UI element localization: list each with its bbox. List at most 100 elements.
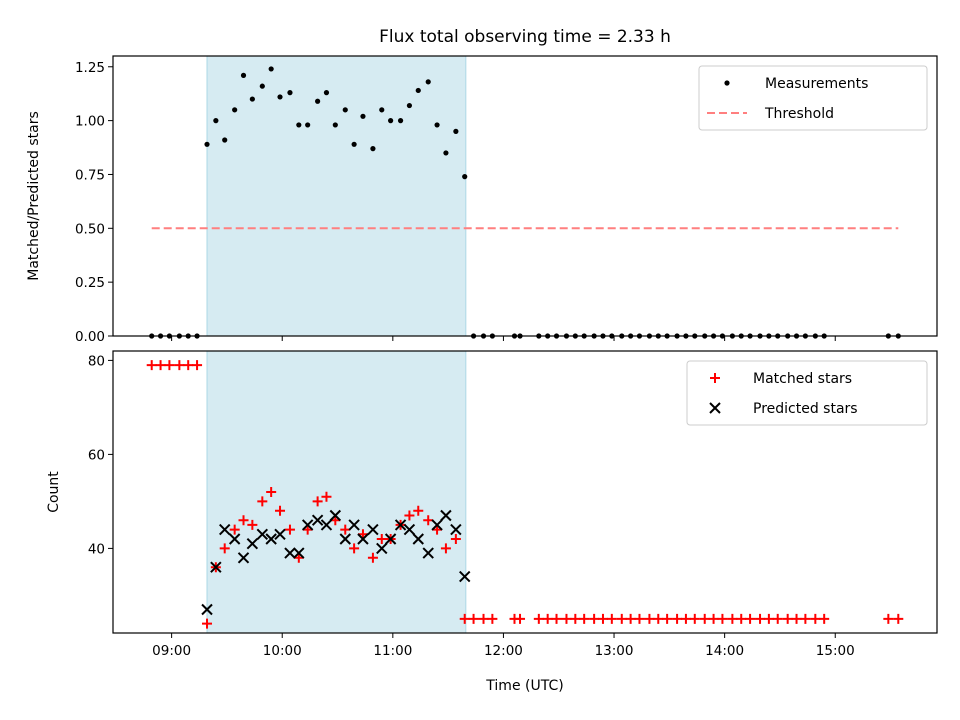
top-shaded-region [207, 56, 466, 336]
top-legend-label-0: Measurements [765, 76, 868, 92]
bottom-series-0-point-44 [570, 613, 581, 624]
bottom-series-1-point-24 [422, 547, 434, 559]
bottom-series-1-point-21 [394, 519, 407, 531]
bottom-series-1-point-25 [431, 519, 443, 531]
bottom-series-0-point-46 [589, 613, 600, 624]
top-series-0-point-21 [342, 107, 348, 113]
bottom-series-0-point-62 [736, 613, 747, 624]
bottom-series-0-point-8 [219, 543, 230, 554]
bottom-series-0-point-70 [810, 613, 821, 624]
bottom-series-1-point-18 [367, 523, 379, 536]
top-series-0-point-12 [259, 83, 265, 89]
bottom-series-0-point-0 [146, 360, 157, 371]
bottom-series-1-point-1 [210, 561, 222, 573]
bottom-legend-marker-1 [709, 402, 721, 414]
bottom-x-tick-label-2: 11:00 [373, 643, 412, 659]
top-series-0-point-8 [222, 137, 228, 143]
bottom-series-0-point-64 [755, 613, 766, 624]
bottom-series-1-point-16 [348, 519, 360, 531]
top-series-0-point-17 [305, 122, 311, 128]
bottom-series-1-point-20 [384, 533, 397, 545]
bottom-series-0-point-2 [164, 360, 175, 371]
bottom-series-0-point-34 [459, 613, 470, 624]
top-legend-marker-0 [724, 80, 730, 86]
bottom-series-0-point-18 [312, 496, 323, 507]
top-series-0-point-23 [360, 113, 366, 119]
bottom-series-0-point-35 [468, 613, 479, 624]
bottom-x-tick-label-5: 14:00 [705, 643, 744, 659]
bottom-series-0-point-63 [745, 613, 756, 624]
top-series-0-point-33 [453, 128, 459, 134]
bottom-x-tick-label-0: 09:00 [152, 643, 191, 659]
bottom-x-tick-label-6: 15:00 [816, 643, 855, 659]
bottom-series-1-point-26 [440, 509, 452, 522]
bottom-series-0-point-58 [699, 613, 710, 624]
bottom-series-0-point-67 [782, 613, 793, 624]
bottom-series-0-point-51 [634, 613, 645, 624]
bottom-series-1-point-5 [246, 537, 259, 550]
bottom-series-1-point-7 [265, 533, 277, 545]
bottom-series-1-point-27 [450, 523, 462, 536]
bottom-series-0-point-14 [275, 505, 286, 516]
bottom-series-0-point-39 [515, 613, 526, 624]
bottom-series-1-point-23 [412, 533, 424, 545]
bottom-series-0-point-72 [883, 613, 894, 624]
bottom-x-tick-label-1: 10:00 [263, 643, 302, 659]
bottom-x-tick-label-4: 13:00 [595, 643, 634, 659]
bottom-series-1-point-10 [293, 547, 305, 559]
bottom-series-0-point-15 [284, 524, 295, 535]
bottom-series-0-point-73 [893, 613, 904, 624]
bottom-series-0-point-43 [561, 613, 572, 624]
bottom-x-tick-label-3: 12:00 [484, 643, 523, 659]
bottom-series-0-point-52 [644, 613, 655, 624]
top-series-0-point-13 [268, 66, 274, 72]
bottom-series-0-point-54 [662, 613, 673, 624]
bottom-y-tick-label-0: 40 [88, 541, 105, 557]
bottom-series-1-point-28 [459, 570, 471, 583]
top-series-0-point-26 [388, 118, 394, 124]
bottom-series-1-point-4 [237, 552, 250, 564]
top-series-0-point-9 [232, 107, 238, 113]
x-axis-label: Time (UTC) [485, 678, 563, 694]
bottom-series-0-point-69 [800, 613, 811, 624]
bottom-series-0-point-50 [625, 613, 636, 624]
top-plot-frame [112, 55, 938, 337]
top-panel: 0.00 0.25 0.50 0.75 1.00 1.25 Measurements Thre… [75, 55, 938, 345]
bottom-series-0-point-40 [533, 613, 544, 624]
bottom-series-0-point-53 [653, 613, 664, 624]
bottom-series-0-point-56 [680, 613, 691, 624]
bottom-series-1-point-14 [329, 509, 342, 522]
bottom-series-1-point-15 [339, 533, 351, 545]
top-series-0-point-28 [406, 102, 413, 109]
top-series-0-point-29 [415, 87, 421, 94]
bottom-shaded-region [207, 351, 466, 633]
bottom-series-0-point-19 [321, 491, 332, 502]
top-series-0-point-32 [443, 150, 449, 156]
bottom-series-1-point-3 [228, 533, 241, 545]
bottom-series-1-point-19 [376, 542, 388, 555]
top-y-tick-label-3: 0.75 [75, 167, 105, 183]
bottom-series-0-point-33 [450, 534, 461, 544]
bottom-legend-marker-0 [710, 373, 720, 383]
top-y-tick-label-0: 0.00 [75, 329, 105, 345]
bottom-series-0-point-22 [349, 543, 360, 554]
bottom-series-0-point-9 [229, 524, 240, 535]
bottom-series-0-point-13 [266, 487, 277, 497]
top-series-0-point-10 [240, 72, 247, 78]
bottom-series-0-point-24 [367, 552, 378, 563]
top-series-0-point-22 [351, 141, 357, 147]
bottom-series-0-point-11 [247, 519, 258, 530]
top-series-0-point-27 [397, 118, 404, 124]
bottom-series-0-point-21 [340, 524, 351, 535]
bottom-series-1-point-12 [311, 514, 324, 526]
bottom-series-1-point-13 [320, 519, 333, 531]
bottom-series-0-point-47 [597, 613, 608, 624]
top-y-tick-label-1: 0.25 [75, 275, 105, 291]
bottom-series-0-point-25 [376, 534, 387, 544]
top-series-0-point-20 [332, 122, 338, 128]
bottom-series-0-point-30 [423, 515, 434, 526]
top-series-0-point-6 [204, 141, 210, 147]
bottom-series-0-point-3 [174, 360, 185, 371]
bottom-series-0-point-65 [763, 613, 774, 624]
